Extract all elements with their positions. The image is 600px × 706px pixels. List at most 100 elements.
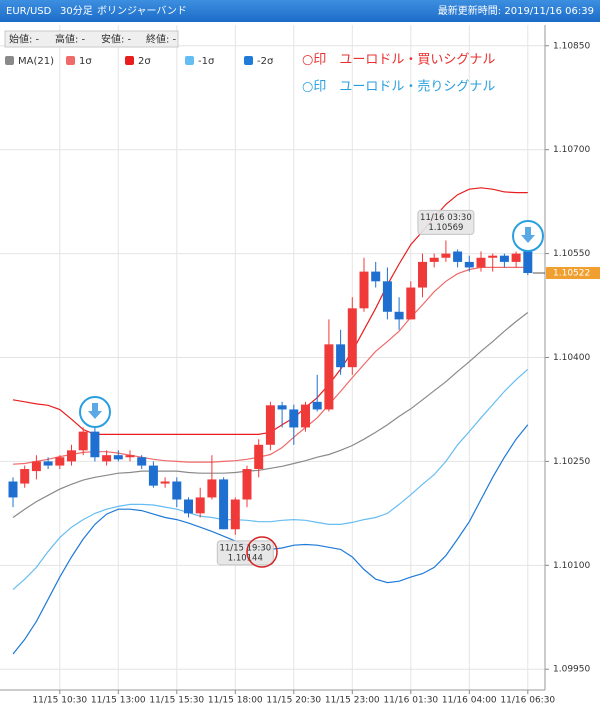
y-tick-label: 1.10850 <box>553 41 590 51</box>
candle-body <box>137 457 147 466</box>
legend-label: 1σ <box>79 56 92 67</box>
plot-area: 1.10850 1.10700 1.10550 1.10400 1.10250 1.101… <box>0 25 600 706</box>
annotation-time: 11/16 03:30 <box>420 213 472 223</box>
candle-body <box>113 455 123 460</box>
candle-body <box>347 308 357 368</box>
candle-body <box>406 287 416 320</box>
y-tick-label: 1.10550 <box>553 249 590 259</box>
candle-body <box>265 405 275 445</box>
candle-body <box>441 253 451 258</box>
x-tick-label: 11/16 06:30 <box>500 696 555 706</box>
x-tick-label: 11/15 13:00 <box>91 696 146 706</box>
indicator: ボリンジャーバンド <box>97 5 187 17</box>
candle-body <box>499 255 509 262</box>
candle-body <box>20 469 30 484</box>
candle-body <box>184 499 193 514</box>
ohlc-close: 終値: - <box>146 33 177 46</box>
y-tick-label: 1.10700 <box>553 145 590 155</box>
candle-body <box>125 455 135 458</box>
annotation-box <box>417 209 475 235</box>
x-tick-label: 11/15 15:30 <box>149 696 204 706</box>
legend-label: 2σ <box>138 56 151 67</box>
candle-body <box>160 481 170 484</box>
ohlc-low: 安値: - <box>101 33 132 46</box>
candle-body <box>289 409 299 428</box>
candle-body <box>242 469 252 500</box>
candle-body <box>301 404 310 428</box>
candle-body <box>67 450 76 462</box>
legend-swatch <box>125 56 134 65</box>
legend-label: MA(21) <box>18 56 54 67</box>
legend: MA(21) 1σ 2σ -1σ -2σ ○印 ユーロドル・買いシグナル ○印 ユーロドル・… <box>5 53 495 95</box>
candle-body <box>336 344 346 368</box>
ohlc-box <box>4 30 179 48</box>
candle-body <box>359 271 369 309</box>
candle-body <box>90 431 100 458</box>
candle-body <box>371 271 381 282</box>
annotation-price: 1.10569 <box>428 223 463 233</box>
sell-signal-icon <box>79 396 111 428</box>
x-tick-label: 11/16 01:30 <box>383 696 438 706</box>
ohlc-high: 高値: - <box>55 33 86 46</box>
annotation-time: 11/15 19:30 <box>219 543 271 553</box>
candle-body <box>195 497 205 514</box>
candle-body <box>523 251 533 273</box>
candle-body <box>55 457 65 466</box>
legend-label: -2σ <box>257 56 274 67</box>
candle-body <box>31 461 41 472</box>
legend-swatch <box>66 56 75 65</box>
legend-swatch <box>244 56 253 65</box>
candle-body <box>324 344 334 410</box>
candle-body <box>464 261 474 268</box>
x-tick-label: 11/16 04:00 <box>442 696 497 706</box>
x-tick-label: 11/15 23:00 <box>325 696 380 706</box>
candle-body <box>429 257 439 262</box>
y-tick-label: 1.10100 <box>553 561 590 571</box>
legend-swatch <box>185 56 194 65</box>
header-bar <box>0 0 600 22</box>
updated-time: 最新更新時間: 2019/11/16 06:39 <box>438 4 594 17</box>
candle-body <box>277 405 287 410</box>
candle-body <box>254 444 264 470</box>
candle-body <box>219 479 229 530</box>
legend-swatch <box>5 56 14 65</box>
sell-signal-arrow <box>521 227 535 243</box>
candle-body <box>102 455 112 462</box>
candle-body <box>230 499 240 530</box>
candle-body <box>511 253 521 262</box>
y-tick-label: 1.10400 <box>553 353 590 363</box>
x-tick-label: 11/15 18:00 <box>208 696 263 706</box>
legend-label: -1σ <box>198 56 215 67</box>
symbol: EUR/USD <box>6 6 52 17</box>
sell-signal-arrow <box>88 403 102 419</box>
indicator-line <box>12 312 529 518</box>
y-tick-label: 1.10250 <box>553 457 590 467</box>
candle-body <box>453 251 463 262</box>
candle-body <box>78 431 88 451</box>
candle-body <box>148 465 158 486</box>
annotation-price: 1.10144 <box>228 553 263 563</box>
x-tick-label: 11/15 10:30 <box>32 696 87 706</box>
candle-body <box>382 281 392 312</box>
candle-body <box>476 257 486 268</box>
last-price-box <box>546 266 600 279</box>
y-tick-label: 1.09950 <box>553 665 590 675</box>
candle-body <box>43 461 53 466</box>
x-tick-label: 11/15 20:30 <box>266 696 321 706</box>
buy-signal-circle <box>246 536 278 568</box>
candle-body <box>172 481 182 500</box>
candle-body <box>488 255 498 258</box>
ohlc-open: 始値: - <box>9 33 40 46</box>
candle-body <box>418 261 427 288</box>
candle-body <box>207 479 217 498</box>
sell-signal-icon <box>512 220 544 252</box>
signal-note: ○印 ユーロドル・売りシグナル <box>302 79 495 95</box>
candle-body <box>394 311 404 320</box>
annotation-box <box>216 540 274 566</box>
candle-body <box>8 481 18 498</box>
indicator-line <box>12 368 529 591</box>
timeframe: 30分足 <box>60 5 93 17</box>
last-price-label: 1.10522 <box>553 268 590 278</box>
